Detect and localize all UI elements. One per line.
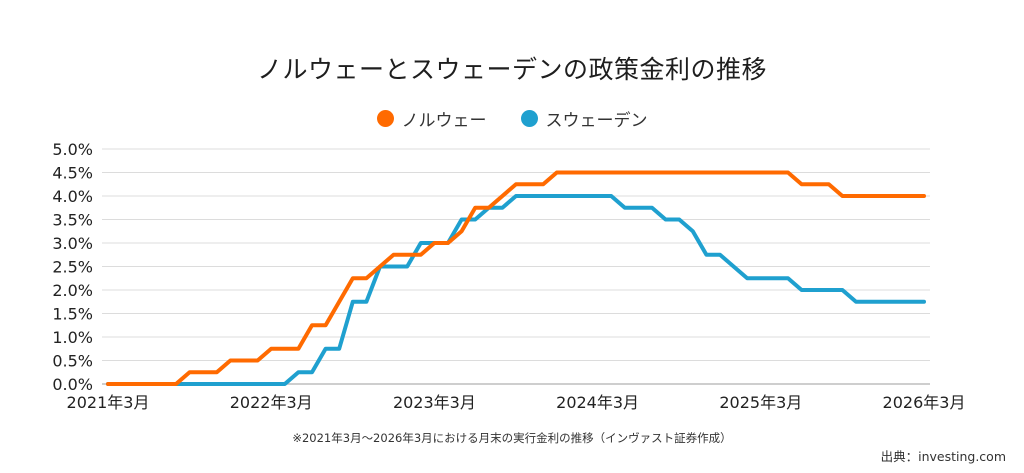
x-tick-label: 2026年3月 (883, 393, 966, 412)
y-tick-label: 1.0% (52, 328, 93, 347)
x-axis-ticks: 2021年3月 2022年3月 2023年3月 2024年3月 2025年3月 2026年… (67, 393, 966, 412)
y-tick-label: 0.0% (52, 375, 93, 394)
x-tick-label: 2022年3月 (230, 393, 313, 412)
legend-label-sweden: スウェーデン (545, 111, 648, 131)
y-tick-label: 1.5% (52, 305, 93, 324)
y-tick-label: 4.5% (52, 164, 93, 183)
series-line-sweden (106, 194, 926, 386)
footnote: ※2021年3月～2026年3月における月末の実行金利の推移（インヴァスト証券作… (292, 431, 732, 445)
x-tick-label: 2021年3月 (67, 393, 150, 412)
legend: ノルウェー スウェーデン (0, 106, 1024, 131)
y-tick-label: 3.5% (52, 211, 93, 230)
x-tick-label: 2025年3月 (719, 393, 802, 412)
legend-label-norway: ノルウェー (401, 111, 487, 131)
y-tick-label: 2.5% (52, 258, 93, 277)
x-tick-label: 2023年3月 (393, 393, 476, 412)
chart-title: ノルウェーとスウェーデンの政策金利の推移 (256, 55, 767, 84)
legend-item-sweden: スウェーデン (520, 106, 648, 131)
legend-marker-sweden (520, 110, 538, 127)
y-tick-label: 5.0% (52, 140, 93, 159)
y-tick-label: 4.0% (52, 187, 93, 206)
legend-marker-norway (376, 110, 394, 127)
legend-item-norway: ノルウェー (376, 106, 487, 131)
y-tick-label: 3.0% (52, 234, 93, 253)
y-axis-ticks: 0.0% 0.5% 1.0% 1.5% 2.0% 2.5% 3.0% 3.5% 4.0% 4.5%… (52, 140, 93, 394)
x-tick-label: 2024年3月 (556, 393, 639, 412)
series-line-norway (106, 170, 926, 386)
y-tick-label: 0.5% (52, 352, 93, 371)
series-lines (106, 170, 926, 386)
source-credit: 出典：investing.com (880, 449, 1006, 464)
y-tick-label: 2.0% (52, 281, 93, 300)
